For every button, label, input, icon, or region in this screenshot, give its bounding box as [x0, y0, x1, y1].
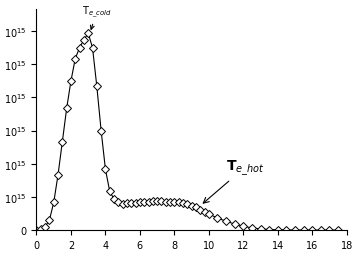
Text: T$_{e\_cold}$: T$_{e\_cold}$ [82, 5, 112, 30]
Text: $\mathbf{T}_{e\_hot}$: $\mathbf{T}_{e\_hot}$ [203, 157, 265, 203]
